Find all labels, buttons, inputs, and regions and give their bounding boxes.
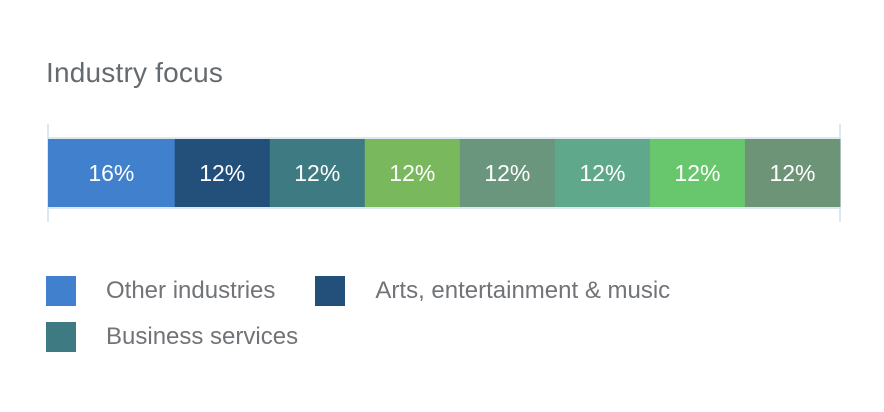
bar-segment-8 bbox=[744, 139, 841, 207]
bar-segment-5 bbox=[459, 139, 556, 207]
chart-legend: Other industries Arts, entertainment & mu… bbox=[46, 276, 846, 352]
legend-swatch bbox=[315, 276, 346, 306]
bar-segment-2 bbox=[174, 139, 271, 207]
legend-item-3: Business services bbox=[46, 322, 298, 352]
bar-segment-3 bbox=[269, 139, 366, 207]
bar-segment-4 bbox=[364, 139, 461, 207]
legend-swatch bbox=[46, 322, 76, 352]
segment-label-2: 12% bbox=[199, 160, 245, 186]
legend-label: Business services bbox=[106, 323, 299, 350]
segment-labels: 16% 12% 12% 12% 12% 12% 12% 12% bbox=[88, 160, 815, 186]
bar-segments bbox=[48, 139, 841, 207]
legend-swatch bbox=[46, 276, 76, 306]
segment-label-8: 12% bbox=[769, 160, 815, 186]
legend-label: Arts, entertainment & music bbox=[375, 277, 671, 304]
chart-title: Industry focus bbox=[46, 57, 224, 88]
legend-label: Other industries bbox=[106, 277, 276, 304]
legend-item-2: Arts, entertainment & music bbox=[315, 276, 670, 306]
legend-item-1: Other industries bbox=[46, 276, 275, 306]
bar-segment-7 bbox=[649, 139, 746, 207]
bar-segment-1 bbox=[48, 139, 176, 207]
segment-label-6: 12% bbox=[579, 160, 625, 186]
segment-label-4: 12% bbox=[389, 160, 435, 186]
segment-label-3: 12% bbox=[294, 160, 340, 186]
segment-label-5: 12% bbox=[484, 160, 530, 186]
segment-label-1: 16% bbox=[88, 160, 134, 186]
segment-label-7: 12% bbox=[674, 160, 720, 186]
bar-segment-6 bbox=[554, 139, 651, 207]
